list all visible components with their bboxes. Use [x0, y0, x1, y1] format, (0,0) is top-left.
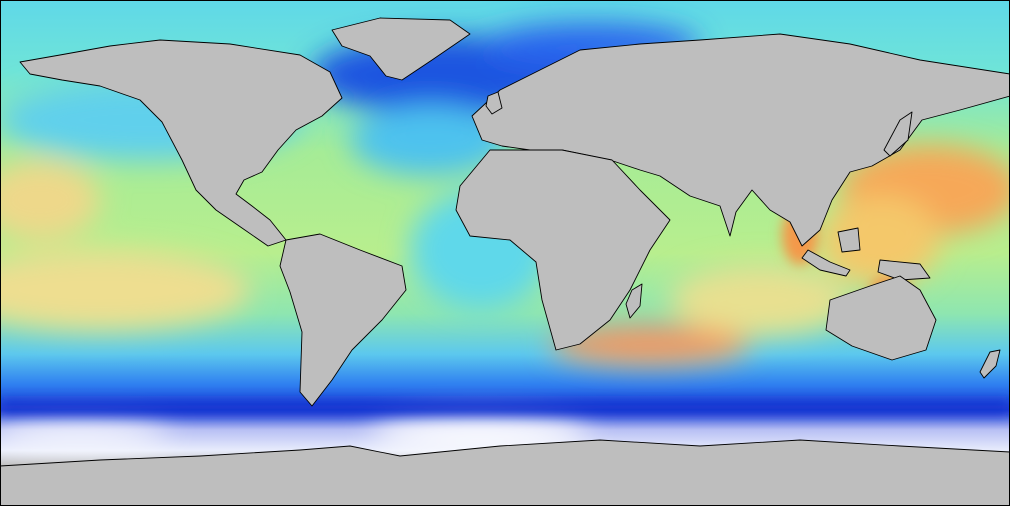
greenland: [331, 17, 471, 81]
indonesia: [801, 227, 931, 281]
new-zealand: [979, 349, 1001, 379]
australia: [825, 275, 937, 361]
british-isles: [485, 91, 503, 115]
north-america: [19, 39, 343, 247]
africa: [455, 149, 671, 351]
antarctica: [0, 439, 1010, 506]
eurasia: [471, 33, 1010, 247]
japan: [883, 111, 913, 157]
madagascar: [625, 283, 643, 319]
continents: [0, 17, 1010, 506]
south-america: [279, 233, 407, 407]
